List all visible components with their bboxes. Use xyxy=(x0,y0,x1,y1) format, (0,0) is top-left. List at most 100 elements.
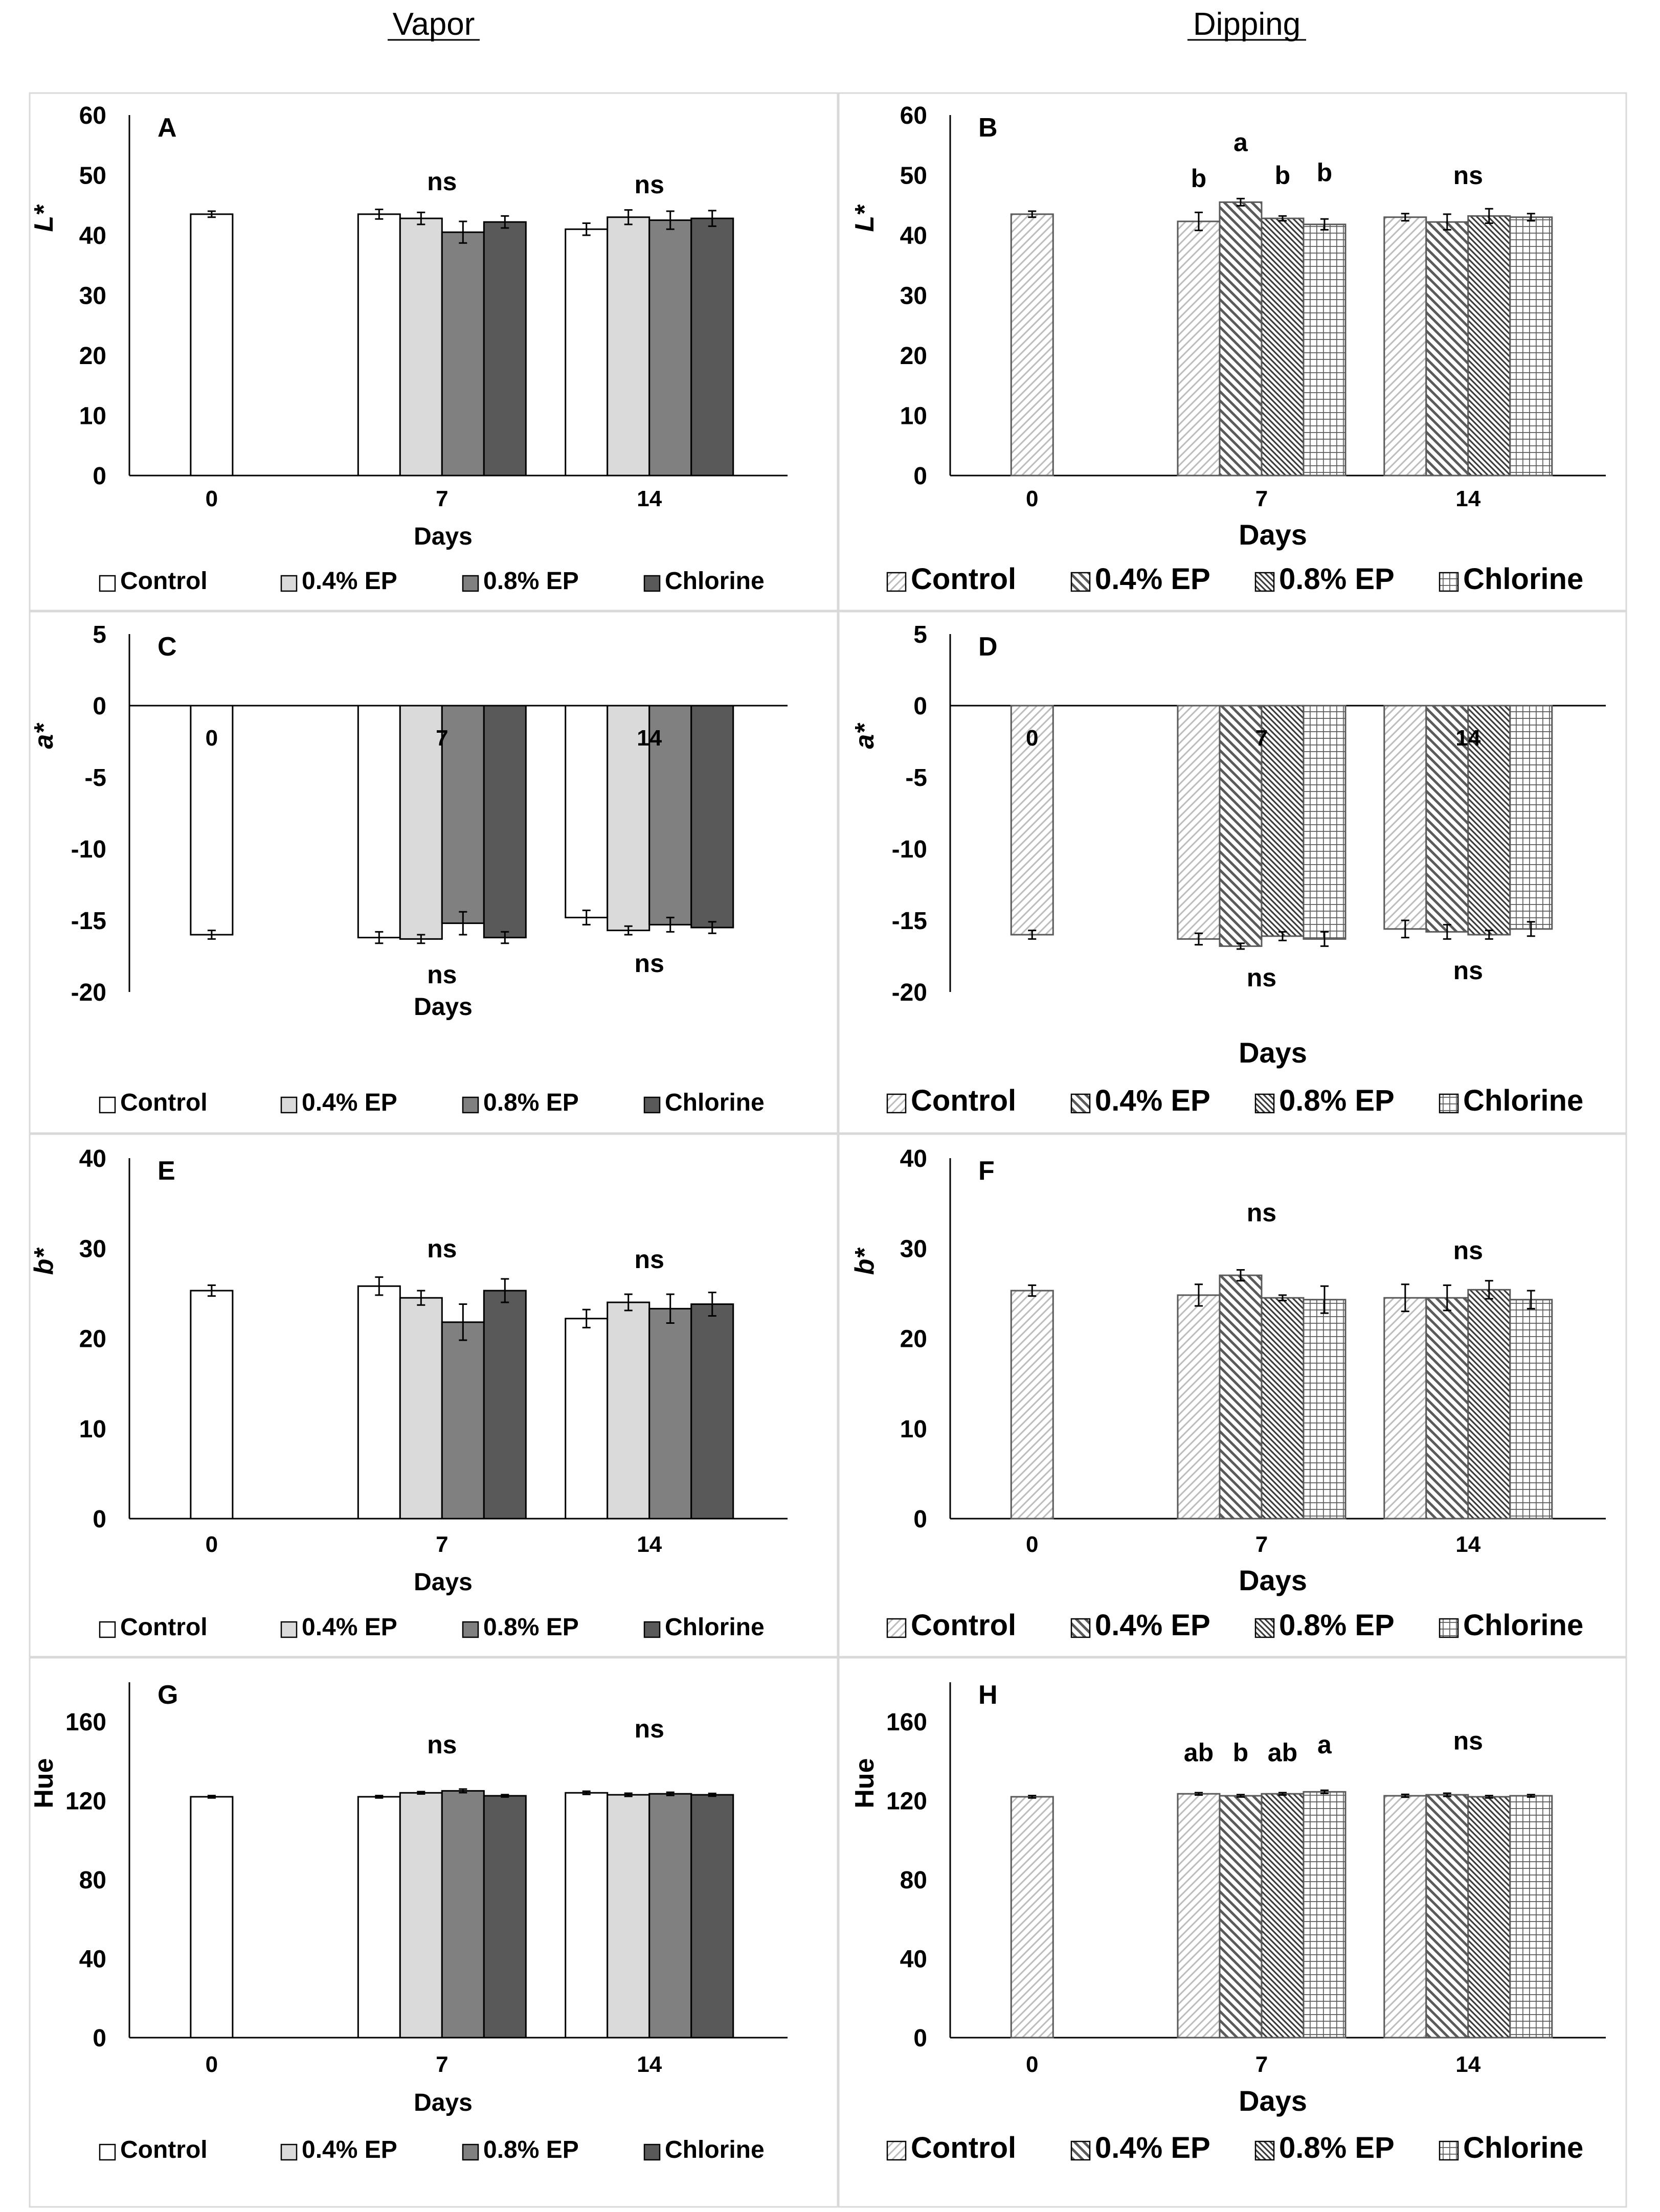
y-axis-title: a* xyxy=(29,723,59,749)
y-tick-label: 0 xyxy=(913,2025,927,2052)
bar-control-day-0 xyxy=(1010,1290,1054,1520)
bar-0-8-ep-day-7 xyxy=(441,231,485,477)
x-axis-title: Days xyxy=(414,523,473,550)
legend-swatch xyxy=(1254,572,1275,592)
significance-label: ns xyxy=(1453,956,1483,985)
x-axis-title: Days xyxy=(414,994,473,1021)
significance-label: ab xyxy=(1184,1738,1214,1767)
x-tick-label: 7 xyxy=(436,1532,448,1557)
bar-0-8-ep-day-7 xyxy=(441,1790,485,2039)
y-tick-label: -10 xyxy=(71,836,106,863)
bar-0-8-ep-day-14 xyxy=(1467,215,1511,477)
bar-0-4-ep-day-14 xyxy=(607,1794,650,2039)
legend-label: 0.8% EP xyxy=(1279,1609,1395,1642)
panel-frame xyxy=(29,611,839,1134)
significance-label: b xyxy=(1275,161,1291,190)
legend-swatch xyxy=(99,2143,116,2161)
panel-frame xyxy=(29,92,839,612)
x-tick-label: 14 xyxy=(637,726,662,751)
x-tick-label: 14 xyxy=(637,486,662,511)
significance-label: ns xyxy=(427,1234,457,1263)
panel-frame xyxy=(838,1657,1627,2208)
bar-0-8-ep-day-14 xyxy=(648,219,692,477)
header-dipping-group: Dipping xyxy=(1187,7,1306,42)
legend-swatch xyxy=(462,1621,479,1638)
y-axis-title: a* xyxy=(850,723,880,749)
y-tick-label: 0 xyxy=(913,693,927,720)
legend-swatch xyxy=(1439,2140,1459,2161)
x-axis-title: Days xyxy=(1239,1564,1307,1596)
bar-chlorine-day-7 xyxy=(483,705,527,939)
panel-frame xyxy=(838,92,1627,612)
bar-0-4-ep-day-14 xyxy=(1425,705,1469,933)
bar-chlorine-day-14 xyxy=(690,1303,734,1520)
bar-chlorine-day-14 xyxy=(1509,216,1553,477)
bar-control-day-14 xyxy=(565,705,609,918)
legend-swatch xyxy=(1070,572,1091,592)
legend-label: 0.4% EP xyxy=(302,1089,397,1116)
legend-label: 0.4% EP xyxy=(1095,1609,1210,1642)
bar-chlorine-day-7 xyxy=(1303,223,1347,477)
y-tick-label: 160 xyxy=(65,1709,106,1736)
bar-0-4-ep-day-7 xyxy=(399,1297,443,1520)
significance-label: b xyxy=(1191,164,1207,193)
x-tick-label: 7 xyxy=(436,486,448,511)
panel-letter: B xyxy=(978,113,998,143)
significance-label: b xyxy=(1233,1738,1249,1767)
x-tick-label: 7 xyxy=(1255,2052,1268,2077)
y-axis-title: Hue xyxy=(850,1758,880,1808)
y-tick-label: 30 xyxy=(79,283,106,310)
y-tick-label: 120 xyxy=(886,1788,927,1815)
legend-label: Chlorine xyxy=(1463,1609,1583,1642)
bar-0-8-ep-day-7 xyxy=(441,705,485,924)
legend-label: Control xyxy=(911,1084,1016,1117)
legend: Control 0.4% EP 0.8% EP Chlorine xyxy=(99,1614,765,1641)
legend: Control 0.4% EP 0.8% EP Chlorine xyxy=(886,1609,1583,1642)
panel-frame xyxy=(29,1657,839,2208)
legend-label: 0.8% EP xyxy=(483,568,579,595)
bar-0-4-ep-day-7 xyxy=(399,217,443,477)
y-tick-label: 0 xyxy=(93,2025,106,2052)
bar-0-4-ep-day-14 xyxy=(1425,1794,1469,2039)
y-tick-label: -5 xyxy=(84,764,106,792)
chart-panel-d: -20 -15 -10 -5 0 5 Da* 0 7 14 ns ns Days Control 0.4% … xyxy=(838,611,1627,1134)
legend-label: Chlorine xyxy=(1463,2131,1583,2164)
y-axis-title: L* xyxy=(29,204,59,232)
bar-control-day-7 xyxy=(357,1285,401,1520)
legend-swatch xyxy=(280,1621,298,1638)
y-tick-label: 40 xyxy=(900,1145,927,1172)
bar-control-day-14 xyxy=(1383,705,1427,930)
x-tick-label: 0 xyxy=(206,486,218,511)
x-tick-label: 0 xyxy=(206,1532,218,1557)
legend-label: 0.4% EP xyxy=(1095,2131,1210,2164)
x-tick-label: 14 xyxy=(637,2052,662,2077)
bar-control-day-14 xyxy=(1383,1795,1427,2039)
panel-letter: E xyxy=(158,1156,175,1186)
y-tick-label: 80 xyxy=(900,1867,927,1894)
x-axis-title: Days xyxy=(1239,2085,1307,2117)
panel-frame xyxy=(29,1133,839,1658)
bar-control-day-0 xyxy=(1010,213,1054,477)
legend-label: 0.8% EP xyxy=(1279,562,1395,596)
bar-0-4-ep-day-14 xyxy=(607,1301,650,1520)
significance-label: ns xyxy=(1453,1726,1483,1755)
bar-0-4-ep-day-14 xyxy=(1425,1297,1469,1520)
legend-swatch xyxy=(1070,1618,1091,1638)
significance-label: ns xyxy=(427,167,457,196)
legend-swatch xyxy=(643,2143,661,2161)
significance-label: a xyxy=(1233,128,1248,157)
y-tick-label: 50 xyxy=(79,163,106,190)
y-axis-title: Hue xyxy=(29,1758,59,1808)
bar-0-8-ep-day-14 xyxy=(1467,1289,1511,1520)
legend-label: 0.4% EP xyxy=(302,1614,397,1641)
legend-swatch xyxy=(99,1096,116,1114)
x-tick-label: 14 xyxy=(1455,1532,1480,1557)
y-tick-label: 10 xyxy=(79,1416,106,1443)
y-tick-label: 160 xyxy=(886,1709,927,1736)
bar-chlorine-day-7 xyxy=(1303,1791,1347,2039)
legend: Control 0.4% EP 0.8% EP Chlorine xyxy=(99,2136,765,2163)
bar-control-day-14 xyxy=(565,228,609,477)
legend-label: 0.8% EP xyxy=(483,1614,579,1641)
bar-0-4-ep-day-14 xyxy=(1425,221,1469,477)
